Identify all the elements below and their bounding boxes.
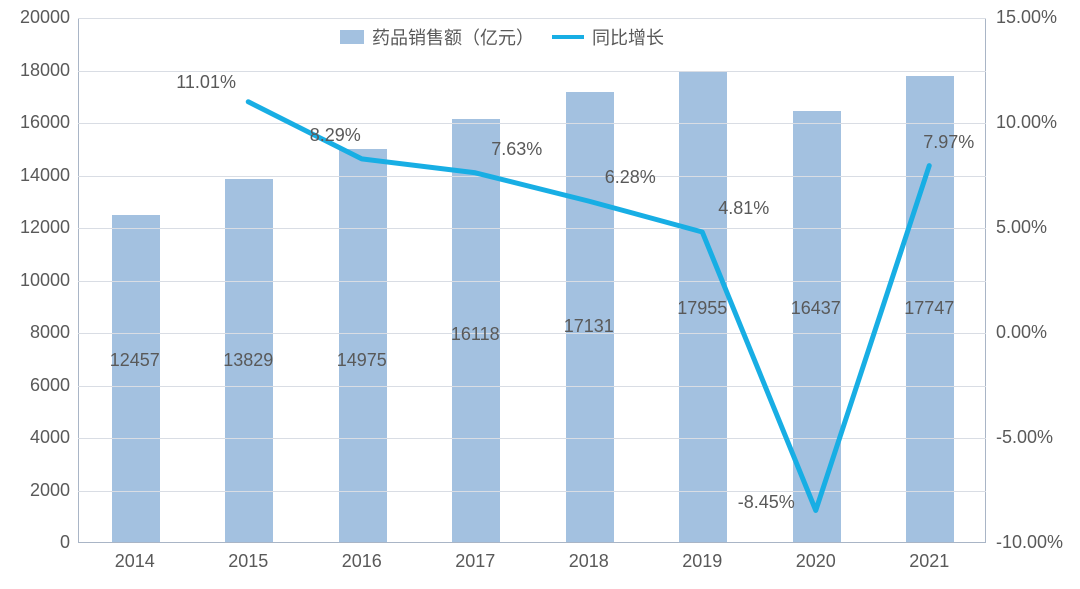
line-value-label: 4.81%: [718, 198, 769, 219]
line-value-label: 6.28%: [605, 167, 656, 188]
y-left-tick: 8000: [30, 322, 70, 343]
combo-chart: 药品销售额（亿元） 同比增长 0 2000 4000 6000 8000 10000 1200…: [0, 0, 1080, 589]
x-tick: 2020: [796, 551, 836, 572]
y-left-tick: 16000: [20, 112, 70, 133]
line-value-label: 8.29%: [310, 125, 361, 146]
gridline: [78, 438, 986, 439]
bar-value-label: 17131: [564, 316, 614, 337]
bar-value-label: 17955: [677, 298, 727, 319]
y-left-tick: 20000: [20, 7, 70, 28]
line-value-label: 11.01%: [176, 72, 236, 93]
y-right-tick: -5.00%: [996, 427, 1053, 448]
y-left-tick: 0: [60, 532, 70, 553]
gridline: [78, 281, 986, 282]
legend-label: 药品销售额（亿元）: [372, 24, 534, 50]
x-tick: 2019: [682, 551, 722, 572]
gridline: [78, 123, 986, 124]
x-tick: 2015: [228, 551, 268, 572]
gridline: [78, 176, 986, 177]
y-left-tick: 6000: [30, 375, 70, 396]
legend-line-swatch: [552, 35, 584, 39]
y-right-tick: 10.00%: [996, 112, 1057, 133]
line-value-label: 7.97%: [923, 132, 974, 153]
y-left-tick: 2000: [30, 480, 70, 501]
gridline: [78, 491, 986, 492]
legend-item: 同比增长: [552, 24, 664, 50]
y-right-tick: -10.00%: [996, 532, 1063, 553]
y-left-tick: 10000: [20, 270, 70, 291]
legend-bar-swatch: [340, 30, 364, 44]
bar-value-label: 13829: [223, 350, 273, 371]
y-left-tick: 12000: [20, 217, 70, 238]
y-left-tick: 4000: [30, 427, 70, 448]
gridline: [78, 228, 986, 229]
line-value-label: -8.45%: [738, 492, 795, 513]
y-right-tick: 15.00%: [996, 7, 1057, 28]
legend: 药品销售额（亿元） 同比增长: [340, 24, 664, 50]
x-tick: 2017: [455, 551, 495, 572]
y-right-tick: 0.00%: [996, 322, 1047, 343]
bar-value-label: 16437: [791, 298, 841, 319]
bar-value-label: 17747: [904, 298, 954, 319]
y-right-tick: 5.00%: [996, 217, 1047, 238]
legend-item: 药品销售额（亿元）: [340, 24, 534, 50]
bar: [112, 215, 160, 542]
x-tick: 2021: [909, 551, 949, 572]
x-tick: 2014: [115, 551, 155, 572]
line-value-label: 7.63%: [491, 139, 542, 160]
bar: [339, 149, 387, 542]
y-left-tick: 14000: [20, 165, 70, 186]
y-left-tick: 18000: [20, 60, 70, 81]
x-tick: 2016: [342, 551, 382, 572]
gridline: [78, 18, 986, 19]
bar-value-label: 14975: [337, 350, 387, 371]
bar-value-label: 12457: [110, 350, 160, 371]
legend-label: 同比增长: [592, 24, 664, 50]
bar-value-label: 16118: [451, 324, 500, 345]
gridline: [78, 333, 986, 334]
x-tick: 2018: [569, 551, 609, 572]
gridline: [78, 386, 986, 387]
